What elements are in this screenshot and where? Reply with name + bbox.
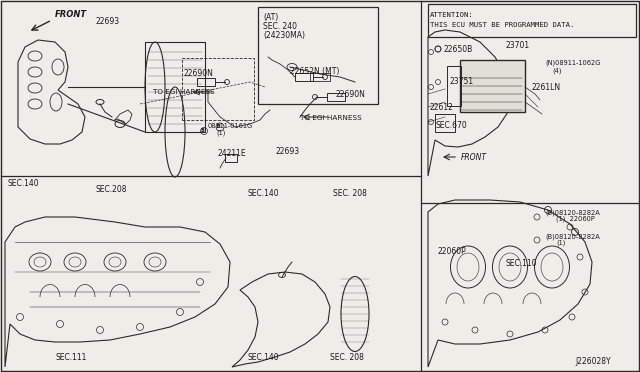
Text: SEC.110: SEC.110 (505, 260, 536, 269)
Text: 22652N (MT): 22652N (MT) (290, 67, 339, 76)
Text: SEC.111: SEC.111 (55, 353, 86, 362)
Text: (AT): (AT) (263, 13, 278, 22)
Text: 24211E: 24211E (218, 150, 246, 158)
Text: (24230MA): (24230MA) (263, 31, 305, 40)
Text: SEC. 240: SEC. 240 (263, 22, 297, 31)
Text: SEC.140: SEC.140 (248, 189, 280, 199)
Text: FRONT: FRONT (55, 10, 87, 19)
Text: J226028Y: J226028Y (575, 357, 611, 366)
Text: SEC. 208: SEC. 208 (330, 353, 364, 362)
Bar (182, 58, 254, 120)
Text: (1)  22060P: (1) 22060P (556, 216, 595, 222)
Text: (1): (1) (216, 130, 225, 137)
Text: ATTENTION:: ATTENTION: (430, 12, 474, 18)
Text: 23701: 23701 (506, 42, 530, 51)
Text: TO EGI HARNESS: TO EGI HARNESS (153, 89, 215, 95)
Bar (447, 66, 461, 106)
Text: 08111-0161G: 08111-0161G (208, 123, 253, 129)
Text: SEC.670: SEC.670 (435, 121, 467, 129)
Text: 2261LN: 2261LN (532, 83, 561, 92)
Text: 22693: 22693 (276, 148, 300, 157)
Text: (1): (1) (556, 240, 565, 247)
Text: 22693: 22693 (95, 17, 119, 26)
Text: 23751: 23751 (450, 77, 474, 87)
Text: 22650B: 22650B (444, 45, 473, 55)
Bar (225, 154, 237, 162)
Text: SEC. 208: SEC. 208 (333, 189, 367, 199)
Bar (428, 4, 636, 37)
Text: 22690N: 22690N (335, 90, 365, 99)
Bar (295, 73, 313, 81)
Text: SEC.140: SEC.140 (248, 353, 280, 362)
Bar (310, 73, 330, 81)
Text: B: B (216, 125, 220, 129)
Text: B: B (200, 128, 204, 134)
Bar (460, 60, 525, 112)
Bar (435, 114, 455, 132)
Text: (B)08120-8282A: (B)08120-8282A (545, 209, 600, 215)
Text: 22060P: 22060P (437, 247, 466, 257)
Text: (N)08911-1062G: (N)08911-1062G (545, 59, 600, 65)
Text: (B)08120-8282A: (B)08120-8282A (545, 233, 600, 240)
Text: (4): (4) (552, 67, 561, 74)
Text: 22612: 22612 (430, 103, 454, 112)
Bar (258, 7, 378, 104)
Text: TO EGI HARNESS: TO EGI HARNESS (300, 115, 362, 121)
Bar (145, 42, 205, 132)
Bar (327, 93, 345, 101)
Text: THIS ECU MUST BE PROGRAMMED DATA.: THIS ECU MUST BE PROGRAMMED DATA. (430, 22, 574, 28)
Text: SEC.140: SEC.140 (8, 179, 40, 188)
Text: FRONT: FRONT (461, 153, 487, 162)
Text: 22690N: 22690N (184, 69, 214, 78)
Bar (197, 78, 215, 86)
Text: SEC.208: SEC.208 (95, 185, 127, 194)
